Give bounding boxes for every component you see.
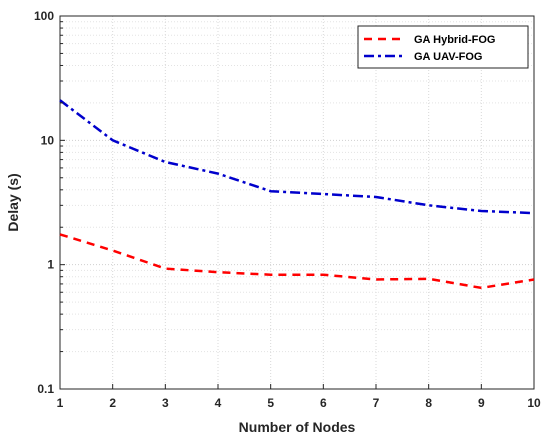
- x-tick-label: 10: [527, 396, 541, 410]
- legend: GA Hybrid-FOG GA UAV-FOG: [357, 25, 529, 69]
- x-tick-label: 8: [425, 396, 432, 410]
- y-tick-label: 100: [34, 9, 54, 23]
- legend-label-1: GA Hybrid-FOG: [414, 34, 495, 46]
- x-axis-title: Number of Nodes: [239, 419, 356, 435]
- y-tick-label: 0.1: [37, 382, 54, 396]
- x-tick-label: 4: [215, 396, 222, 410]
- series-line-1: [59, 233, 535, 290]
- series-line-2: [59, 99, 535, 215]
- x-tick-label: 5: [267, 396, 274, 410]
- x-tick-label: 2: [109, 396, 116, 410]
- x-tick-label: 6: [320, 396, 327, 410]
- grid-lines: [59, 16, 535, 390]
- legend-box: [357, 25, 529, 69]
- plot-frame: [59, 15, 535, 390]
- y-tick-label: 1: [47, 258, 54, 272]
- series-layer: [59, 99, 535, 290]
- x-tick-label: 1: [57, 396, 64, 410]
- y-tick-label: 10: [41, 133, 55, 147]
- x-tick-label: 3: [162, 396, 169, 410]
- y-axis-title: Delay (s): [5, 173, 21, 231]
- legend-label-2: GA UAV-FOG: [414, 51, 482, 63]
- x-tick-label: 7: [373, 396, 380, 410]
- x-tick-label: 9: [478, 396, 485, 410]
